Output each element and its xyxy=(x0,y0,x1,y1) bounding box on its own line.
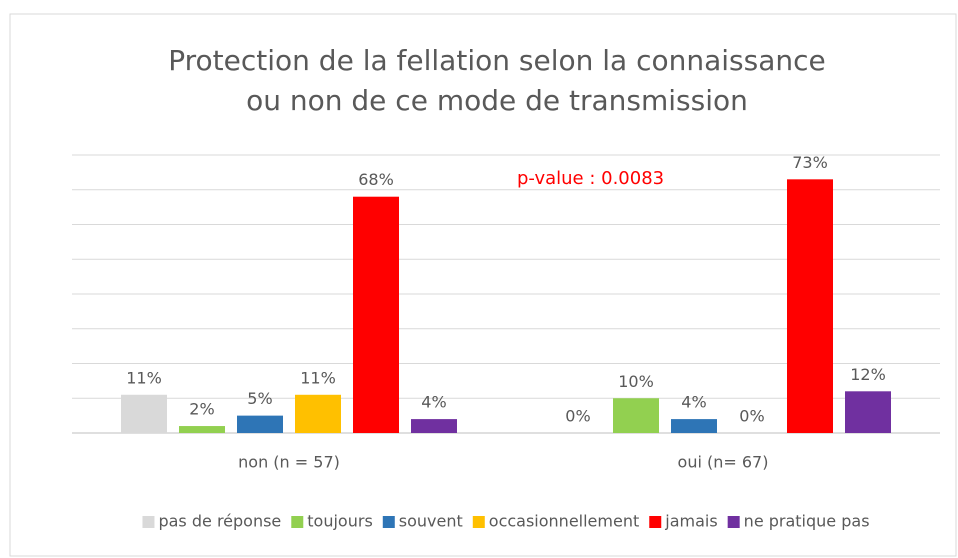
bar xyxy=(179,426,225,433)
data-label: 4% xyxy=(681,393,706,412)
bar xyxy=(787,179,833,433)
data-label: 5% xyxy=(247,389,272,408)
legend-swatch xyxy=(472,516,485,528)
legend-swatch xyxy=(727,516,740,528)
legend-label: toujours xyxy=(307,512,373,531)
legend-swatch xyxy=(649,516,662,528)
bar xyxy=(845,391,891,433)
bar xyxy=(353,196,399,433)
data-label: 68% xyxy=(358,170,394,189)
data-label: 11% xyxy=(126,368,162,387)
chart-title: ou non de ce mode de transmission xyxy=(246,84,748,117)
x-tick-label: non (n = 57) xyxy=(238,453,340,472)
bar xyxy=(121,394,167,433)
data-label: 10% xyxy=(618,372,654,391)
legend-label: ne pratique pas xyxy=(744,512,870,531)
data-label: 2% xyxy=(189,400,214,419)
legend-swatch xyxy=(291,516,304,528)
data-label: 12% xyxy=(850,365,886,384)
data-label: 11% xyxy=(300,368,336,387)
legend-label: occasionnellement xyxy=(489,512,639,531)
bar xyxy=(613,398,659,433)
legend-swatch xyxy=(382,516,395,528)
legend-label: souvent xyxy=(399,512,463,531)
bar xyxy=(237,415,283,433)
bar xyxy=(295,394,341,433)
data-label: 4% xyxy=(421,393,446,412)
data-label: 73% xyxy=(792,153,828,172)
chart-title: Protection de la fellation selon la conn… xyxy=(168,44,826,77)
legend-label: pas de réponse xyxy=(158,512,281,531)
x-tick-label: oui (n= 67) xyxy=(678,453,769,472)
data-label: 0% xyxy=(739,407,764,426)
bar xyxy=(411,419,457,433)
annotation: p-value : 0.0083 xyxy=(517,168,664,189)
legend-swatch xyxy=(142,516,155,528)
bar xyxy=(671,419,717,433)
legend-label: jamais xyxy=(664,512,717,531)
data-label: 0% xyxy=(565,407,590,426)
